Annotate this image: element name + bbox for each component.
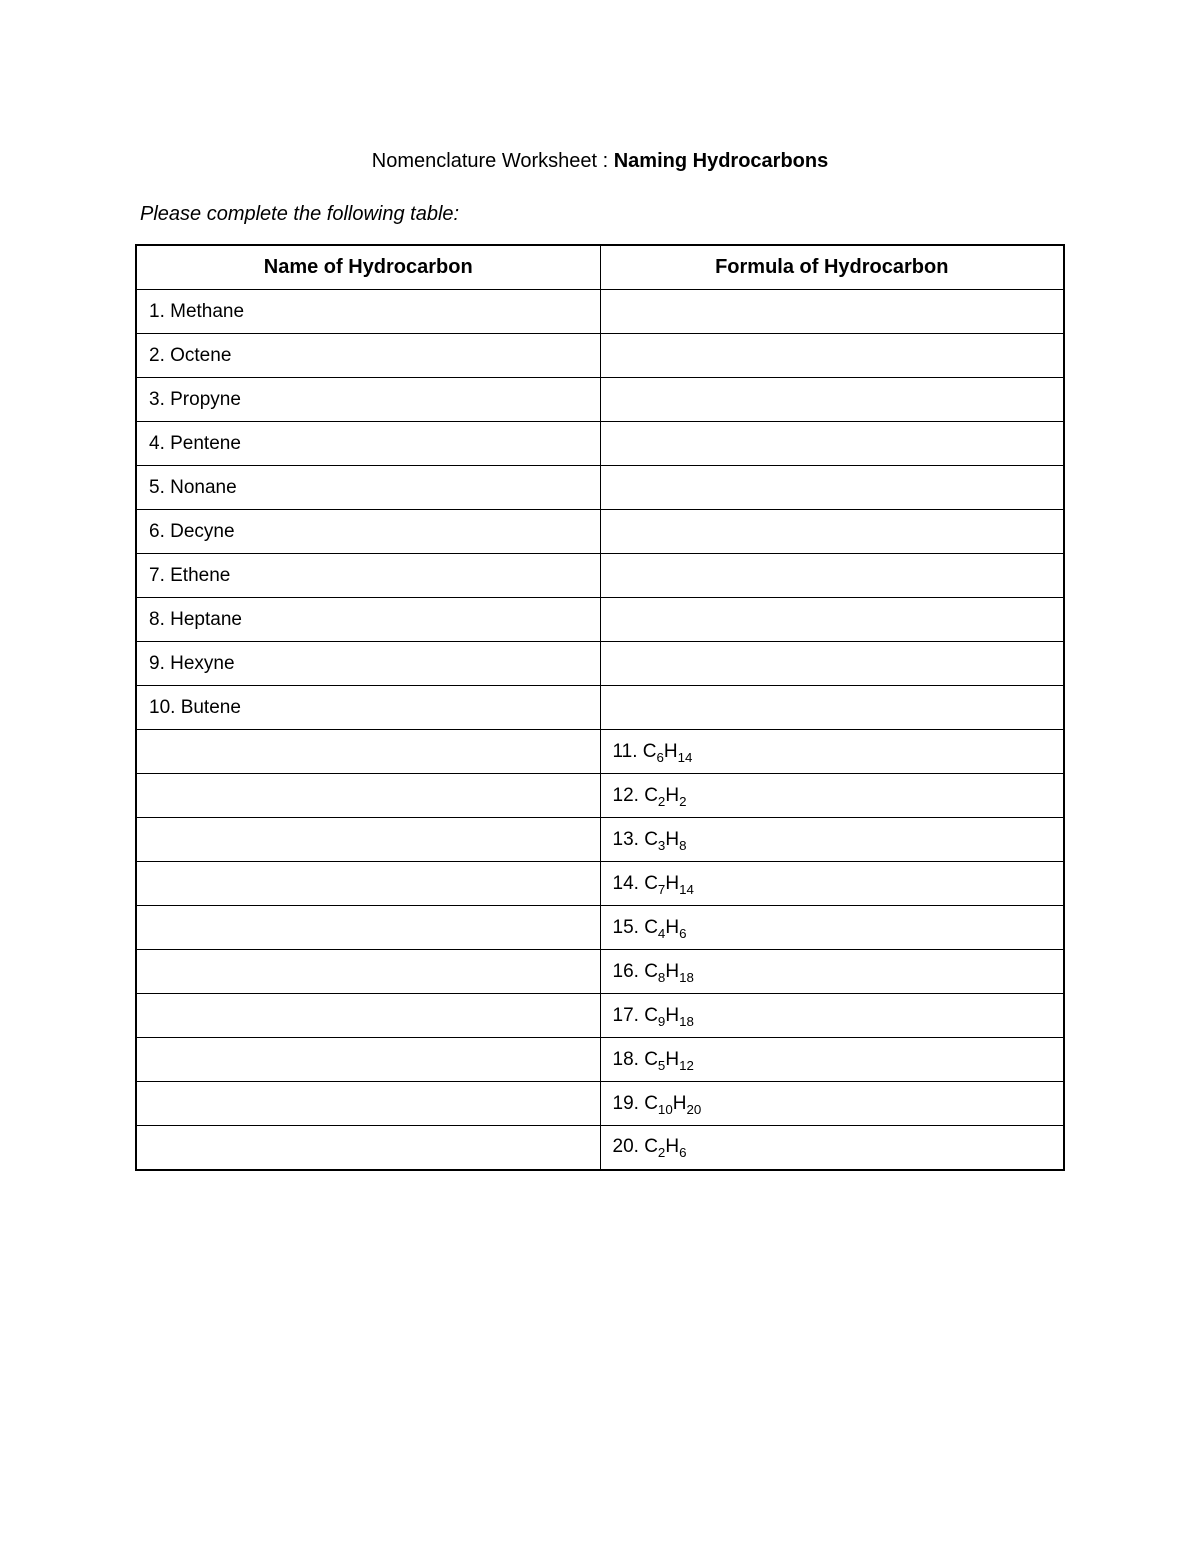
subscript-h: 6 — [679, 1145, 686, 1160]
subscript-h: 20 — [686, 1101, 701, 1116]
cell-name: 1. Methane — [136, 290, 600, 334]
table-row: 8. Heptane — [136, 598, 1064, 642]
table-row: 19. C10H20 — [136, 1082, 1064, 1126]
cell-formula — [600, 554, 1064, 598]
cell-name: 2. Octene — [136, 334, 600, 378]
cell-formula — [600, 598, 1064, 642]
subscript-c: 8 — [658, 969, 665, 984]
cell-name — [136, 1038, 600, 1082]
table-header-row: Name of Hydrocarbon Formula of Hydrocarb… — [136, 245, 1064, 290]
cell-formula — [600, 422, 1064, 466]
cell-formula: 13. C3H8 — [600, 818, 1064, 862]
table-row: 1. Methane — [136, 290, 1064, 334]
cell-name — [136, 994, 600, 1038]
cell-name — [136, 774, 600, 818]
table-row: 2. Octene — [136, 334, 1064, 378]
subscript-c: 4 — [658, 925, 665, 940]
table-row: 3. Propyne — [136, 378, 1064, 422]
table-row: 12. C2H2 — [136, 774, 1064, 818]
cell-name: 5. Nonane — [136, 466, 600, 510]
subscript-c: 7 — [658, 881, 665, 896]
table-row: 15. C4H6 — [136, 906, 1064, 950]
cell-formula: 11. C6H14 — [600, 730, 1064, 774]
cell-formula: 18. C5H12 — [600, 1038, 1064, 1082]
table-row: 11. C6H14 — [136, 730, 1064, 774]
cell-name — [136, 950, 600, 994]
table-row: 20. C2H6 — [136, 1126, 1064, 1170]
cell-name: 4. Pentene — [136, 422, 600, 466]
cell-formula: 17. C9H18 — [600, 994, 1064, 1038]
cell-name — [136, 1126, 600, 1170]
subscript-h: 6 — [679, 925, 686, 940]
cell-formula — [600, 334, 1064, 378]
cell-name: 8. Heptane — [136, 598, 600, 642]
table-row: 7. Ethene — [136, 554, 1064, 598]
table-row: 4. Pentene — [136, 422, 1064, 466]
cell-name — [136, 1082, 600, 1126]
cell-formula — [600, 466, 1064, 510]
cell-formula — [600, 510, 1064, 554]
header-name: Name of Hydrocarbon — [136, 245, 600, 290]
subscript-c: 3 — [658, 837, 665, 852]
title-prefix: Nomenclature Worksheet : — [372, 150, 614, 172]
table-row: 16. C8H18 — [136, 950, 1064, 994]
table-row: 9. Hexyne — [136, 642, 1064, 686]
subscript-c: 6 — [657, 749, 664, 764]
subscript-h: 14 — [679, 881, 694, 896]
subscript-h: 8 — [679, 837, 686, 852]
table-row: 5. Nonane — [136, 466, 1064, 510]
cell-name: 7. Ethene — [136, 554, 600, 598]
subscript-c: 2 — [658, 1145, 665, 1160]
subscript-h: 2 — [679, 793, 686, 808]
instruction-text: Please complete the following table: — [140, 203, 1065, 226]
worksheet-title: Nomenclature Worksheet : Naming Hydrocar… — [135, 150, 1065, 173]
subscript-c: 2 — [658, 793, 665, 808]
table-row: 14. C7H14 — [136, 862, 1064, 906]
subscript-c: 9 — [658, 1013, 665, 1028]
cell-formula — [600, 686, 1064, 730]
subscript-h: 14 — [678, 749, 693, 764]
cell-name — [136, 730, 600, 774]
cell-formula — [600, 378, 1064, 422]
table-row: 10. Butene — [136, 686, 1064, 730]
header-formula: Formula of Hydrocarbon — [600, 245, 1064, 290]
subscript-c: 5 — [658, 1057, 665, 1072]
cell-formula: 15. C4H6 — [600, 906, 1064, 950]
cell-formula: 20. C2H6 — [600, 1126, 1064, 1170]
cell-name: 6. Decyne — [136, 510, 600, 554]
cell-formula — [600, 642, 1064, 686]
cell-name: 9. Hexyne — [136, 642, 600, 686]
cell-name — [136, 862, 600, 906]
title-bold: Naming Hydrocarbons — [614, 150, 828, 172]
subscript-h: 18 — [679, 1013, 694, 1028]
table-row: 17. C9H18 — [136, 994, 1064, 1038]
cell-name — [136, 818, 600, 862]
cell-name: 10. Butene — [136, 686, 600, 730]
subscript-h: 12 — [679, 1057, 694, 1072]
cell-formula — [600, 290, 1064, 334]
cell-formula: 14. C7H14 — [600, 862, 1064, 906]
table-row: 6. Decyne — [136, 510, 1064, 554]
cell-name: 3. Propyne — [136, 378, 600, 422]
subscript-c: 10 — [658, 1101, 673, 1116]
table-row: 13. C3H8 — [136, 818, 1064, 862]
table-row: 18. C5H12 — [136, 1038, 1064, 1082]
cell-formula: 19. C10H20 — [600, 1082, 1064, 1126]
cell-formula: 12. C2H2 — [600, 774, 1064, 818]
cell-name — [136, 906, 600, 950]
hydrocarbon-table: Name of Hydrocarbon Formula of Hydrocarb… — [135, 244, 1065, 1171]
subscript-h: 18 — [679, 969, 694, 984]
cell-formula: 16. C8H18 — [600, 950, 1064, 994]
